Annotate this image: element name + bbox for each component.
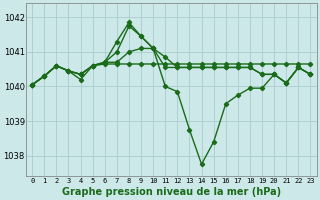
X-axis label: Graphe pression niveau de la mer (hPa): Graphe pression niveau de la mer (hPa) (62, 187, 281, 197)
